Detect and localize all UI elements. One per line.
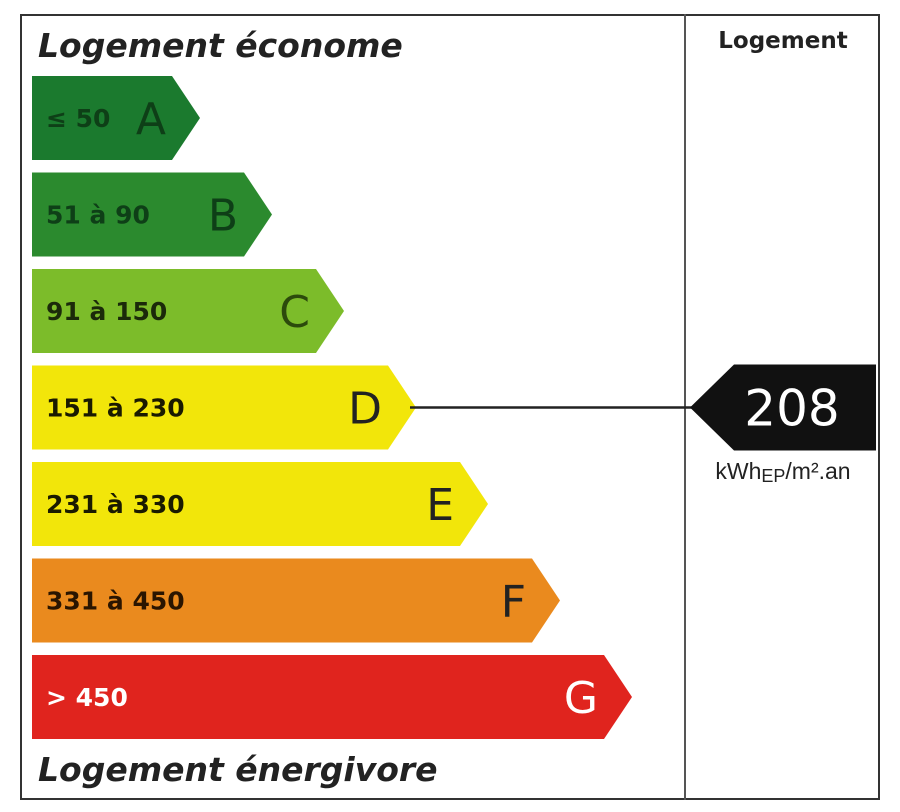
energy-bar-shape-b — [32, 172, 272, 257]
energy-bar-shape-a — [32, 76, 200, 160]
value-pointer — [690, 364, 876, 451]
top-heading: Logement économe — [38, 26, 403, 65]
energy-bar-letter-a: A — [136, 94, 166, 145]
energy-bar-letter-g: G — [564, 673, 598, 724]
energy-bar-c: 91 à 150 C — [32, 269, 344, 353]
energy-bar-shape-c — [32, 269, 344, 353]
energy-bar-range-g: > 450 — [46, 683, 128, 712]
column-title: Logement — [718, 28, 848, 54]
energy-bar-range-e: 231 à 330 — [46, 490, 185, 519]
bottom-heading: Logement énergivore — [38, 750, 438, 789]
unit-label: kWhEP/m².an — [715, 458, 851, 486]
energy-bar-shape-g — [32, 655, 632, 739]
energy-bar-range-d: 151 à 230 — [46, 394, 185, 423]
energy-bar-f: 331 à 450 F — [32, 558, 560, 643]
energy-bar-shape-d — [32, 365, 416, 450]
energy-bar-range-c: 91 à 150 — [46, 297, 167, 326]
energy-bar-shape-e — [32, 462, 488, 546]
energy-bar-letter-c: C — [279, 287, 310, 338]
value-label: 208 — [744, 380, 839, 438]
energy-bar-b: 51 à 90 B — [32, 172, 272, 257]
energy-bar-letter-e: E — [426, 480, 454, 531]
energy-bar-letter-f: F — [501, 577, 526, 628]
energy-bar-range-a: ≤ 50 — [46, 104, 110, 133]
energy-bar-range-f: 331 à 450 — [46, 587, 185, 616]
energy-bar-range-b: 51 à 90 — [46, 201, 150, 230]
energy-bar-g: > 450 G — [32, 655, 632, 739]
energy-bar-letter-d: D — [348, 384, 382, 435]
energy-bar-e: 231 à 330 E — [32, 462, 488, 546]
energy-bar-shape-f — [32, 558, 560, 643]
energy-bar-letter-b: B — [208, 191, 238, 242]
energy-bar-a: ≤ 50 A — [32, 76, 200, 160]
energy-bar-d: 151 à 230 D — [32, 365, 416, 450]
